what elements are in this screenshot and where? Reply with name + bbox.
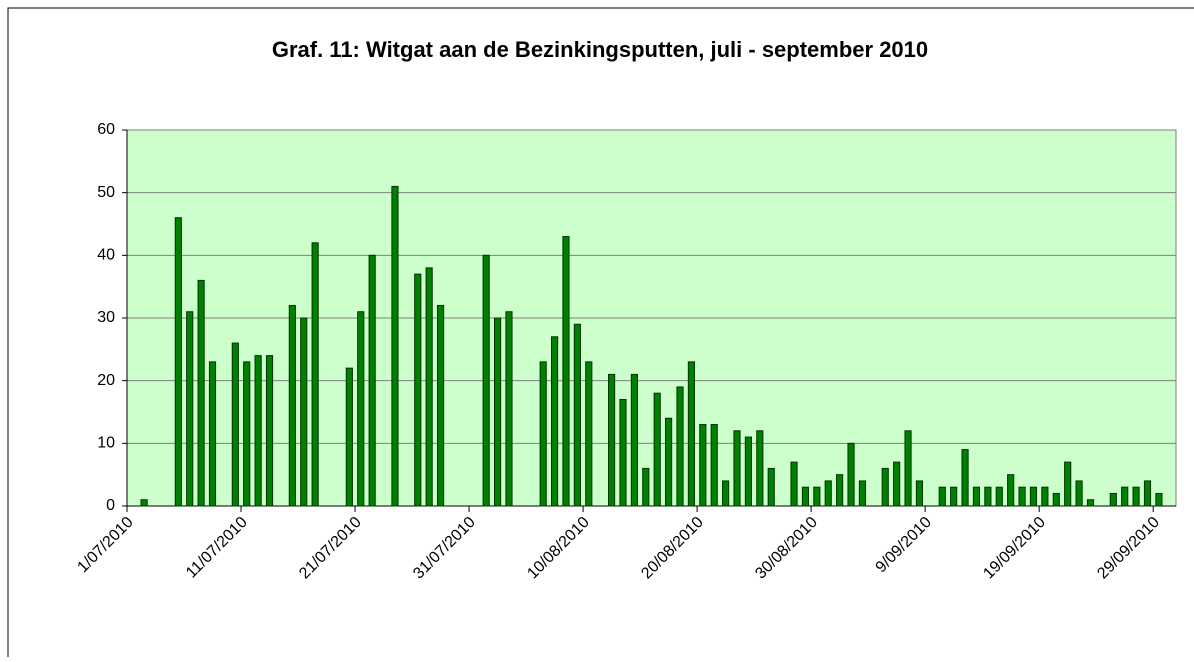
y-tick-label: 50 [97,184,115,201]
bar [1109,492,1117,507]
bar [197,279,205,507]
bar [630,373,638,507]
bar [1052,492,1060,507]
bar [1155,492,1163,507]
y-tick-label: 20 [97,372,115,389]
bar [357,311,365,507]
bar [1143,480,1152,507]
bar [288,304,296,507]
bar [243,361,251,507]
bar [950,486,958,507]
bar [311,242,319,507]
bar [1086,499,1095,507]
bar [1018,486,1026,507]
bar [208,361,217,507]
bar [619,398,627,507]
bar [368,254,376,507]
bar [847,442,855,507]
bar [1132,486,1140,507]
bar [254,355,262,507]
bar [665,417,673,507]
y-tick-label: 30 [97,309,115,326]
bar [1064,461,1072,507]
bar [1029,486,1038,507]
bar [824,480,832,507]
bar [414,273,422,507]
bar [938,486,946,507]
y-tick-label: 40 [97,247,115,264]
bar [972,486,981,507]
bar [642,467,650,507]
bar [744,436,752,507]
bar [984,486,992,507]
bar [961,449,969,507]
bar [539,361,547,507]
y-tick-label: 10 [97,435,115,452]
bar [345,367,353,507]
bar [608,373,616,507]
bar [893,461,901,507]
bar [585,361,593,507]
bar [174,217,182,507]
bar [813,486,821,507]
bar [425,267,433,507]
bar [391,185,399,507]
bar [676,386,684,507]
bar [995,486,1003,507]
bar [573,323,581,507]
bar [300,317,308,507]
bar [493,317,502,507]
bar [915,480,924,507]
bar [858,480,867,507]
bar [551,336,559,507]
bar [186,311,194,507]
bar [505,311,513,507]
bar [1007,474,1015,507]
chart-title: Graf. 11: Witgat aan de Bezinkingsputten… [272,37,928,62]
bar [140,499,148,507]
bar [881,467,889,507]
bar [767,467,775,507]
bar [1075,480,1083,507]
bar [710,424,718,507]
bar [733,430,741,507]
bar [836,474,844,507]
bar [801,486,810,507]
bar [904,430,912,507]
bar [1121,486,1129,507]
bar [653,392,661,507]
bar [756,430,764,507]
bar [436,304,445,507]
bar [722,480,730,507]
bar [231,342,239,507]
y-tick-label: 0 [106,497,115,514]
y-tick-label: 60 [97,121,115,138]
bar [699,424,707,507]
bar [482,254,490,507]
bar [790,461,798,507]
bar [687,361,695,507]
bar [562,236,570,507]
bar [1041,486,1049,507]
bar [265,355,274,507]
